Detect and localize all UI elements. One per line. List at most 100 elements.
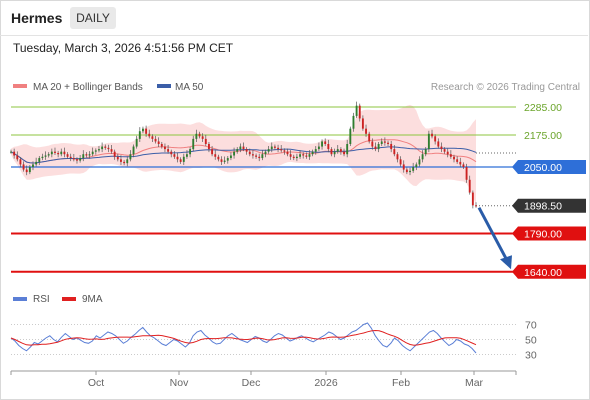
candle-body [327,144,330,150]
candle-body [377,144,380,150]
candle-body [267,149,270,152]
candle-body [98,149,100,151]
time-tick-label: Mar [465,377,484,389]
candle-body [82,154,85,159]
candle-body [107,147,110,150]
candle-body [449,154,452,157]
level-label-support: 1640.00 [524,267,562,279]
candle-body [431,133,433,137]
candle-body [245,149,248,152]
candle-body [16,155,19,160]
candle-body [229,155,232,159]
candle-body [358,105,361,119]
candle-body [217,156,220,160]
level-label-support: 1790.00 [524,228,562,240]
forecast-arrow-head [500,255,512,270]
candle-body [365,128,367,134]
candle-body [214,154,217,157]
candle-body [201,136,204,139]
candle-body [101,146,104,150]
rsi-tick-label: 70 [525,320,537,332]
candle-body [60,151,63,155]
time-tick-label: 2026 [314,377,338,389]
candle-body [154,138,157,142]
level-label-last: 1898.50 [524,201,562,213]
candle-body [195,133,198,139]
candle-body [264,151,267,155]
candle-body [280,149,283,151]
candle-body [286,151,289,155]
candle-body [63,151,66,155]
candle-body [418,159,421,165]
candle-body [459,161,462,165]
level-label-resistance: 2175.00 [524,130,562,142]
candle-body [88,154,91,156]
candle-body [324,141,327,144]
candle-body [308,154,311,157]
time-tick-label: Nov [170,377,189,389]
ma50-legend-swatch [157,84,171,88]
candle-body [79,158,82,161]
candle-body [446,151,449,155]
candle-body [110,149,113,152]
candle-body [35,161,38,165]
candle-body [223,160,226,162]
candle-body [380,141,383,144]
candle-body [440,146,443,150]
candle-body [57,152,60,155]
candle-body [239,146,242,150]
candle-body [361,118,364,129]
ma20-legend-swatch [13,84,27,88]
candle-body [443,149,446,152]
candle-body [170,151,173,155]
level-tag-pivot [512,160,586,174]
candle-body [72,158,75,160]
candle-body [405,169,408,173]
bollinger-band [11,104,476,205]
ticker-title: Hermes [11,10,63,26]
candle-body [204,138,207,144]
candle-body [465,167,468,180]
candle-body [226,158,229,161]
candle-body [138,131,141,139]
candle-body [456,159,459,162]
candle-body [173,154,176,157]
candle-body [402,164,405,170]
candle-body [85,154,88,156]
ma50-legend-label: MA 50 [175,82,204,93]
candle-body [421,154,424,160]
candle-body [142,128,144,132]
rsi-tick-label: 30 [525,350,537,362]
candle-body [399,159,402,165]
candle-body [343,151,345,155]
candle-body [120,159,122,162]
rsi-ma-legend-label: 9MA [82,294,103,305]
candle-body [261,154,264,159]
candle-body [305,155,308,157]
candle-body [164,146,166,150]
candle-body [207,144,210,150]
rsi-panel: 70 50 30 [10,320,537,362]
candle-body [236,149,239,152]
candle-body [383,141,386,143]
candle-body [270,146,273,150]
candle-body [104,146,107,148]
rsi-legend-label: RSI [33,294,50,305]
time-tick-label: Oct [88,377,104,389]
candle-body [179,159,182,162]
candle-body [321,141,323,147]
candle-body [10,151,12,153]
candle-body [352,115,355,129]
candle-body [66,154,69,157]
candle-body [273,146,276,148]
candle-body [371,141,374,147]
time-tick-label: Dec [242,377,261,389]
candle-body [437,141,440,147]
candle-body [333,151,336,155]
candle-body [346,144,349,155]
candle-body [91,151,94,155]
time-tick-label: Feb [392,377,410,389]
candle-body [145,128,148,134]
timeframe-button[interactable]: DAILY [70,7,116,29]
candle-body [396,154,399,160]
